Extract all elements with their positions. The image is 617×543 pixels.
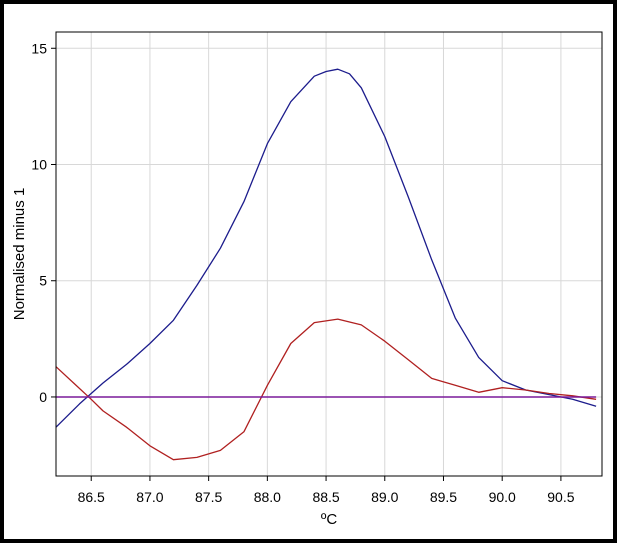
x-tick-label: 88.5 — [312, 489, 339, 505]
x-tick-label: 88.0 — [254, 489, 281, 505]
plot-border — [55, 31, 603, 477]
x-tick-label: 90.5 — [547, 489, 574, 505]
y-tick-label: 15 — [31, 40, 47, 56]
x-tick-label: 86.5 — [78, 489, 105, 505]
x-tick-label: 89.0 — [371, 489, 398, 505]
x-axis-title: ºC — [321, 511, 337, 528]
series-line-1 — [55, 68, 597, 428]
x-tick-label: 89.5 — [430, 489, 457, 505]
melt-curve-chart: 86.5 87.0 87.5 88.0 88.5 89.0 89.5 90.0 90.5 0 5 1… — [11, 31, 603, 528]
x-tick-label: 87.0 — [136, 489, 163, 505]
x-tick-label: 90.0 — [489, 489, 516, 505]
series-line-2 — [55, 318, 597, 461]
y-tick-label: 10 — [31, 157, 47, 173]
plot-area — [56, 32, 602, 476]
y-tick-label: 0 — [39, 389, 47, 405]
series-layer — [55, 68, 597, 461]
y-tick-label: 5 — [39, 273, 47, 289]
y-axis-title: Normalised minus 1 — [11, 188, 28, 321]
y-axis: 0 5 10 15 — [31, 40, 56, 405]
x-axis: 86.5 87.0 87.5 88.0 88.5 89.0 89.5 90.0 90.5 — [78, 476, 575, 505]
chart-frame: 86.5 87.0 87.5 88.0 88.5 89.0 89.5 90.0 90.5 0 5 1… — [4, 4, 613, 539]
x-tick-label: 87.5 — [195, 489, 222, 505]
